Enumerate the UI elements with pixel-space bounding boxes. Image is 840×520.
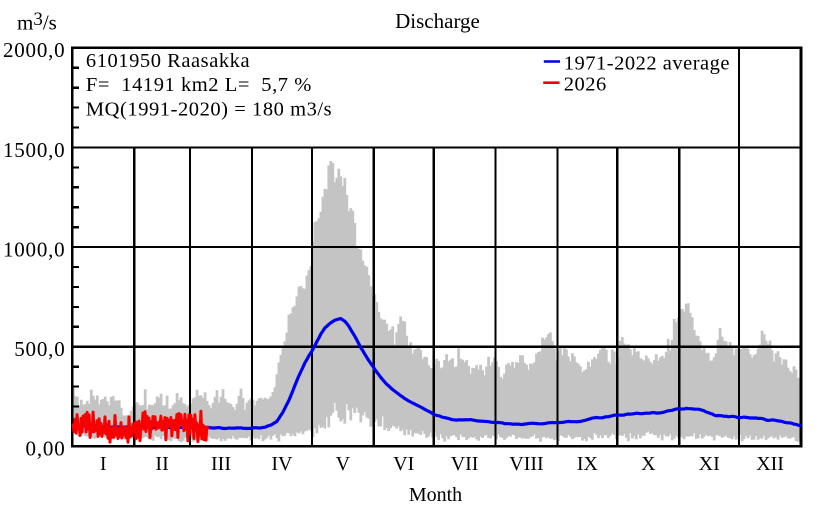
svg-text:I: I	[100, 453, 107, 475]
svg-text:III: III	[211, 453, 231, 475]
svg-text:XI: XI	[699, 453, 720, 475]
svg-text:500,0: 500,0	[14, 337, 65, 361]
svg-text:Discharge: Discharge	[395, 9, 480, 33]
svg-text:Month: Month	[409, 484, 462, 506]
svg-text:1000,0: 1000,0	[3, 237, 66, 261]
svg-text:VIII: VIII	[509, 453, 543, 475]
svg-text:X: X	[641, 453, 656, 475]
svg-text:IX: IX	[577, 453, 599, 475]
svg-text:II: II	[155, 453, 168, 475]
svg-text:F= 14191 km2 L= 5,7 %: F= 14191 km2 L= 5,7 %	[86, 74, 312, 96]
svg-text:6101950 Raasakka: 6101950 Raasakka	[86, 50, 250, 72]
svg-text:VII: VII	[451, 453, 479, 475]
svg-text:XII: XII	[756, 453, 784, 475]
svg-text:2026: 2026	[564, 74, 607, 96]
svg-text:1971-2022 average: 1971-2022 average	[564, 52, 730, 74]
svg-text:1500,0: 1500,0	[3, 138, 66, 162]
svg-text:IV: IV	[271, 453, 293, 475]
svg-text:VI: VI	[393, 453, 414, 475]
svg-text:V: V	[336, 453, 351, 475]
svg-text:0,00: 0,00	[26, 437, 66, 461]
svg-text:MQ(1991-2020) = 180 m3/s: MQ(1991-2020) = 180 m3/s	[86, 98, 332, 120]
svg-text:2000,0: 2000,0	[3, 38, 66, 62]
